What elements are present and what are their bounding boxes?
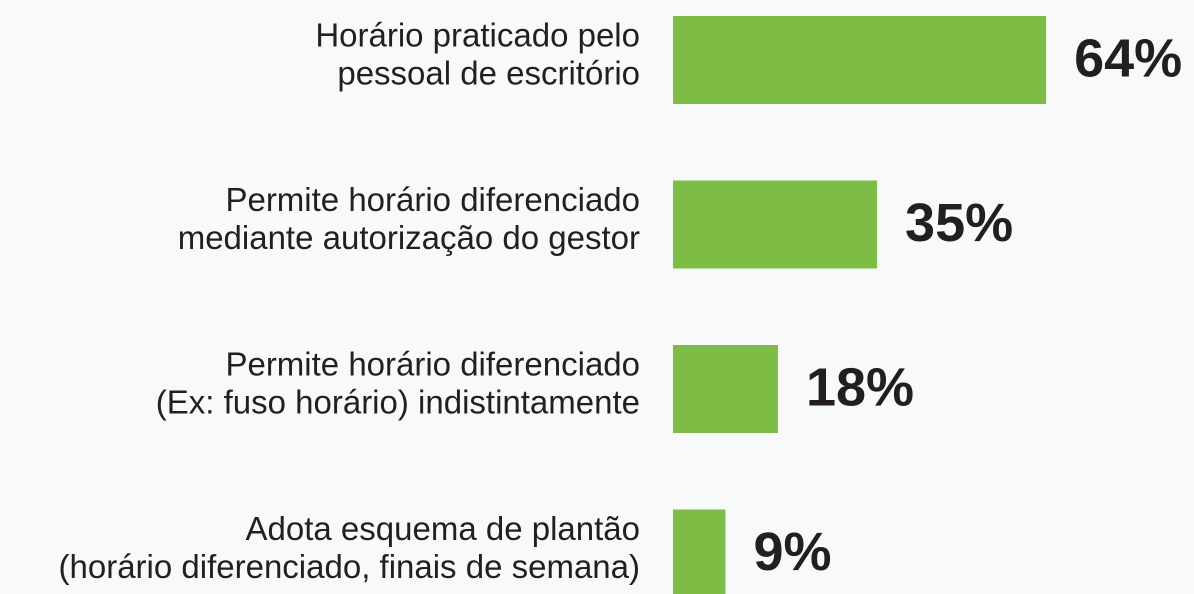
category-label: pessoal de escritório	[337, 55, 640, 92]
category-label: Permite horário diferenciado	[225, 346, 640, 383]
bar	[673, 16, 1047, 104]
category-label: Permite horário diferenciado	[225, 181, 640, 218]
category-label: (horário diferenciado, finais de semana)	[59, 548, 640, 585]
value-label: 64%	[1074, 28, 1182, 88]
bar	[673, 345, 778, 433]
category-label: mediante autorização do gestor	[178, 219, 640, 256]
category-label: Adota esquema de plantão	[246, 510, 640, 547]
bar	[673, 180, 878, 269]
value-label: 9%	[753, 522, 831, 582]
value-label: 18%	[806, 357, 914, 417]
category-label: Horário praticado pelo	[315, 17, 640, 54]
value-label: 35%	[905, 193, 1013, 253]
bar	[673, 509, 726, 594]
category-label: (Ex: fuso horário) indistintamente	[156, 384, 640, 421]
